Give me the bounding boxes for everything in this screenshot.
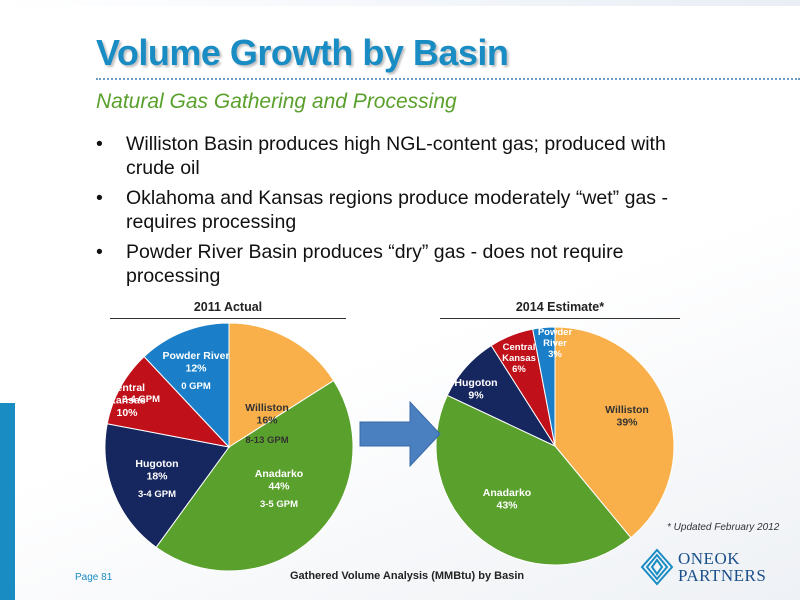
pie-slice-powder-river — [143, 322, 230, 449]
pie-slice-anadarko — [155, 379, 354, 572]
left-accent-bar — [0, 403, 15, 600]
slice-gpm-note: 8-13 GPM — [245, 435, 288, 446]
bullet-text: Oklahoma and Kansas regions produce mode… — [126, 187, 668, 233]
slice-label: Kansas — [108, 395, 146, 407]
slice-percent-label: 43% — [496, 500, 518, 512]
pie-slice-central-kansas — [106, 355, 231, 448]
slice-label: Hugoton — [454, 377, 497, 389]
title-divider — [96, 78, 800, 80]
bullet-dot: • — [96, 133, 103, 155]
slice-label: Anadarko — [483, 487, 531, 499]
chart-title-2014: 2014 Estimate* — [515, 300, 605, 314]
bullet-dot: • — [96, 241, 103, 263]
chart-title-2011: 2011 Actual — [193, 300, 263, 314]
slice-label: Powder — [538, 327, 573, 338]
slice-percent-label: 18% — [146, 471, 168, 483]
slice-percent-label: 44% — [268, 481, 290, 493]
bullet-text: Powder River Basin produces “dry” gas - … — [126, 241, 624, 287]
slice-label: River — [543, 338, 567, 349]
page-number: Page 81 — [75, 572, 113, 583]
slice-gpm-note: 2-4 GPM — [122, 394, 160, 405]
bullet-dot: • — [96, 187, 103, 209]
slice-label: Anadarko — [255, 468, 303, 480]
pie-slice-hugoton — [104, 423, 230, 549]
oneok-logo-icon — [640, 548, 674, 586]
slice-label: Powder River — [162, 350, 229, 362]
logo-line-1: ONEOK — [678, 549, 740, 568]
slice-label: Kansas — [502, 353, 536, 364]
slice-label: Williston — [605, 404, 649, 416]
chart-rule-2014 — [440, 318, 680, 319]
footnote: * Updated February 2012 — [667, 522, 780, 533]
logo-line-2: PARTNERS — [678, 566, 767, 585]
slice-percent-label: 12% — [185, 363, 207, 375]
slice-percent-label: 39% — [616, 417, 638, 429]
slice-percent-label: 3% — [548, 349, 562, 360]
slice-percent-label: 16% — [256, 415, 278, 427]
page-subtitle: Natural Gas Gathering and Processing — [96, 90, 457, 113]
slice-label: Williston — [245, 402, 289, 414]
bullet-list: • Williston Basin produces high NGL-conte… — [96, 132, 716, 294]
footer-caption: Gathered Volume Analysis (MMBtu) by Basi… — [290, 570, 525, 582]
pie-slice-powder-river — [532, 326, 556, 447]
slice-percent-label: 9% — [468, 390, 484, 402]
pie-slice-williston — [228, 322, 335, 448]
pie-slice-williston — [554, 326, 675, 539]
bullet-item: • Oklahoma and Kansas regions produce mod… — [96, 186, 716, 234]
slice-gpm-note: 3-4 GPM — [138, 489, 176, 500]
chart-rule-2011 — [110, 318, 346, 319]
bullet-item: • Williston Basin produces high NGL-conte… — [96, 132, 716, 180]
page-title: Volume Growth by Basin — [96, 32, 509, 73]
bullet-text: Williston Basin produces high NGL-conten… — [126, 133, 666, 179]
top-strip — [0, 0, 800, 6]
slice-gpm-note: 0 GPM — [181, 381, 211, 392]
oneok-logo: ONEOK PARTNERS — [640, 548, 790, 588]
slice-label: Central — [503, 342, 536, 353]
logo-wordmark: ONEOK PARTNERS — [678, 550, 766, 584]
slice-label: Hugoton — [135, 458, 178, 470]
slice-label: Central — [109, 382, 145, 394]
slice-gpm-note: 3-5 GPM — [260, 499, 298, 510]
right-arrow-icon — [359, 400, 441, 468]
slice-percent-label: 6% — [512, 364, 526, 375]
slice-percent-label: 10% — [116, 407, 138, 419]
bullet-item: • Powder River Basin produces “dry” gas -… — [96, 240, 716, 288]
